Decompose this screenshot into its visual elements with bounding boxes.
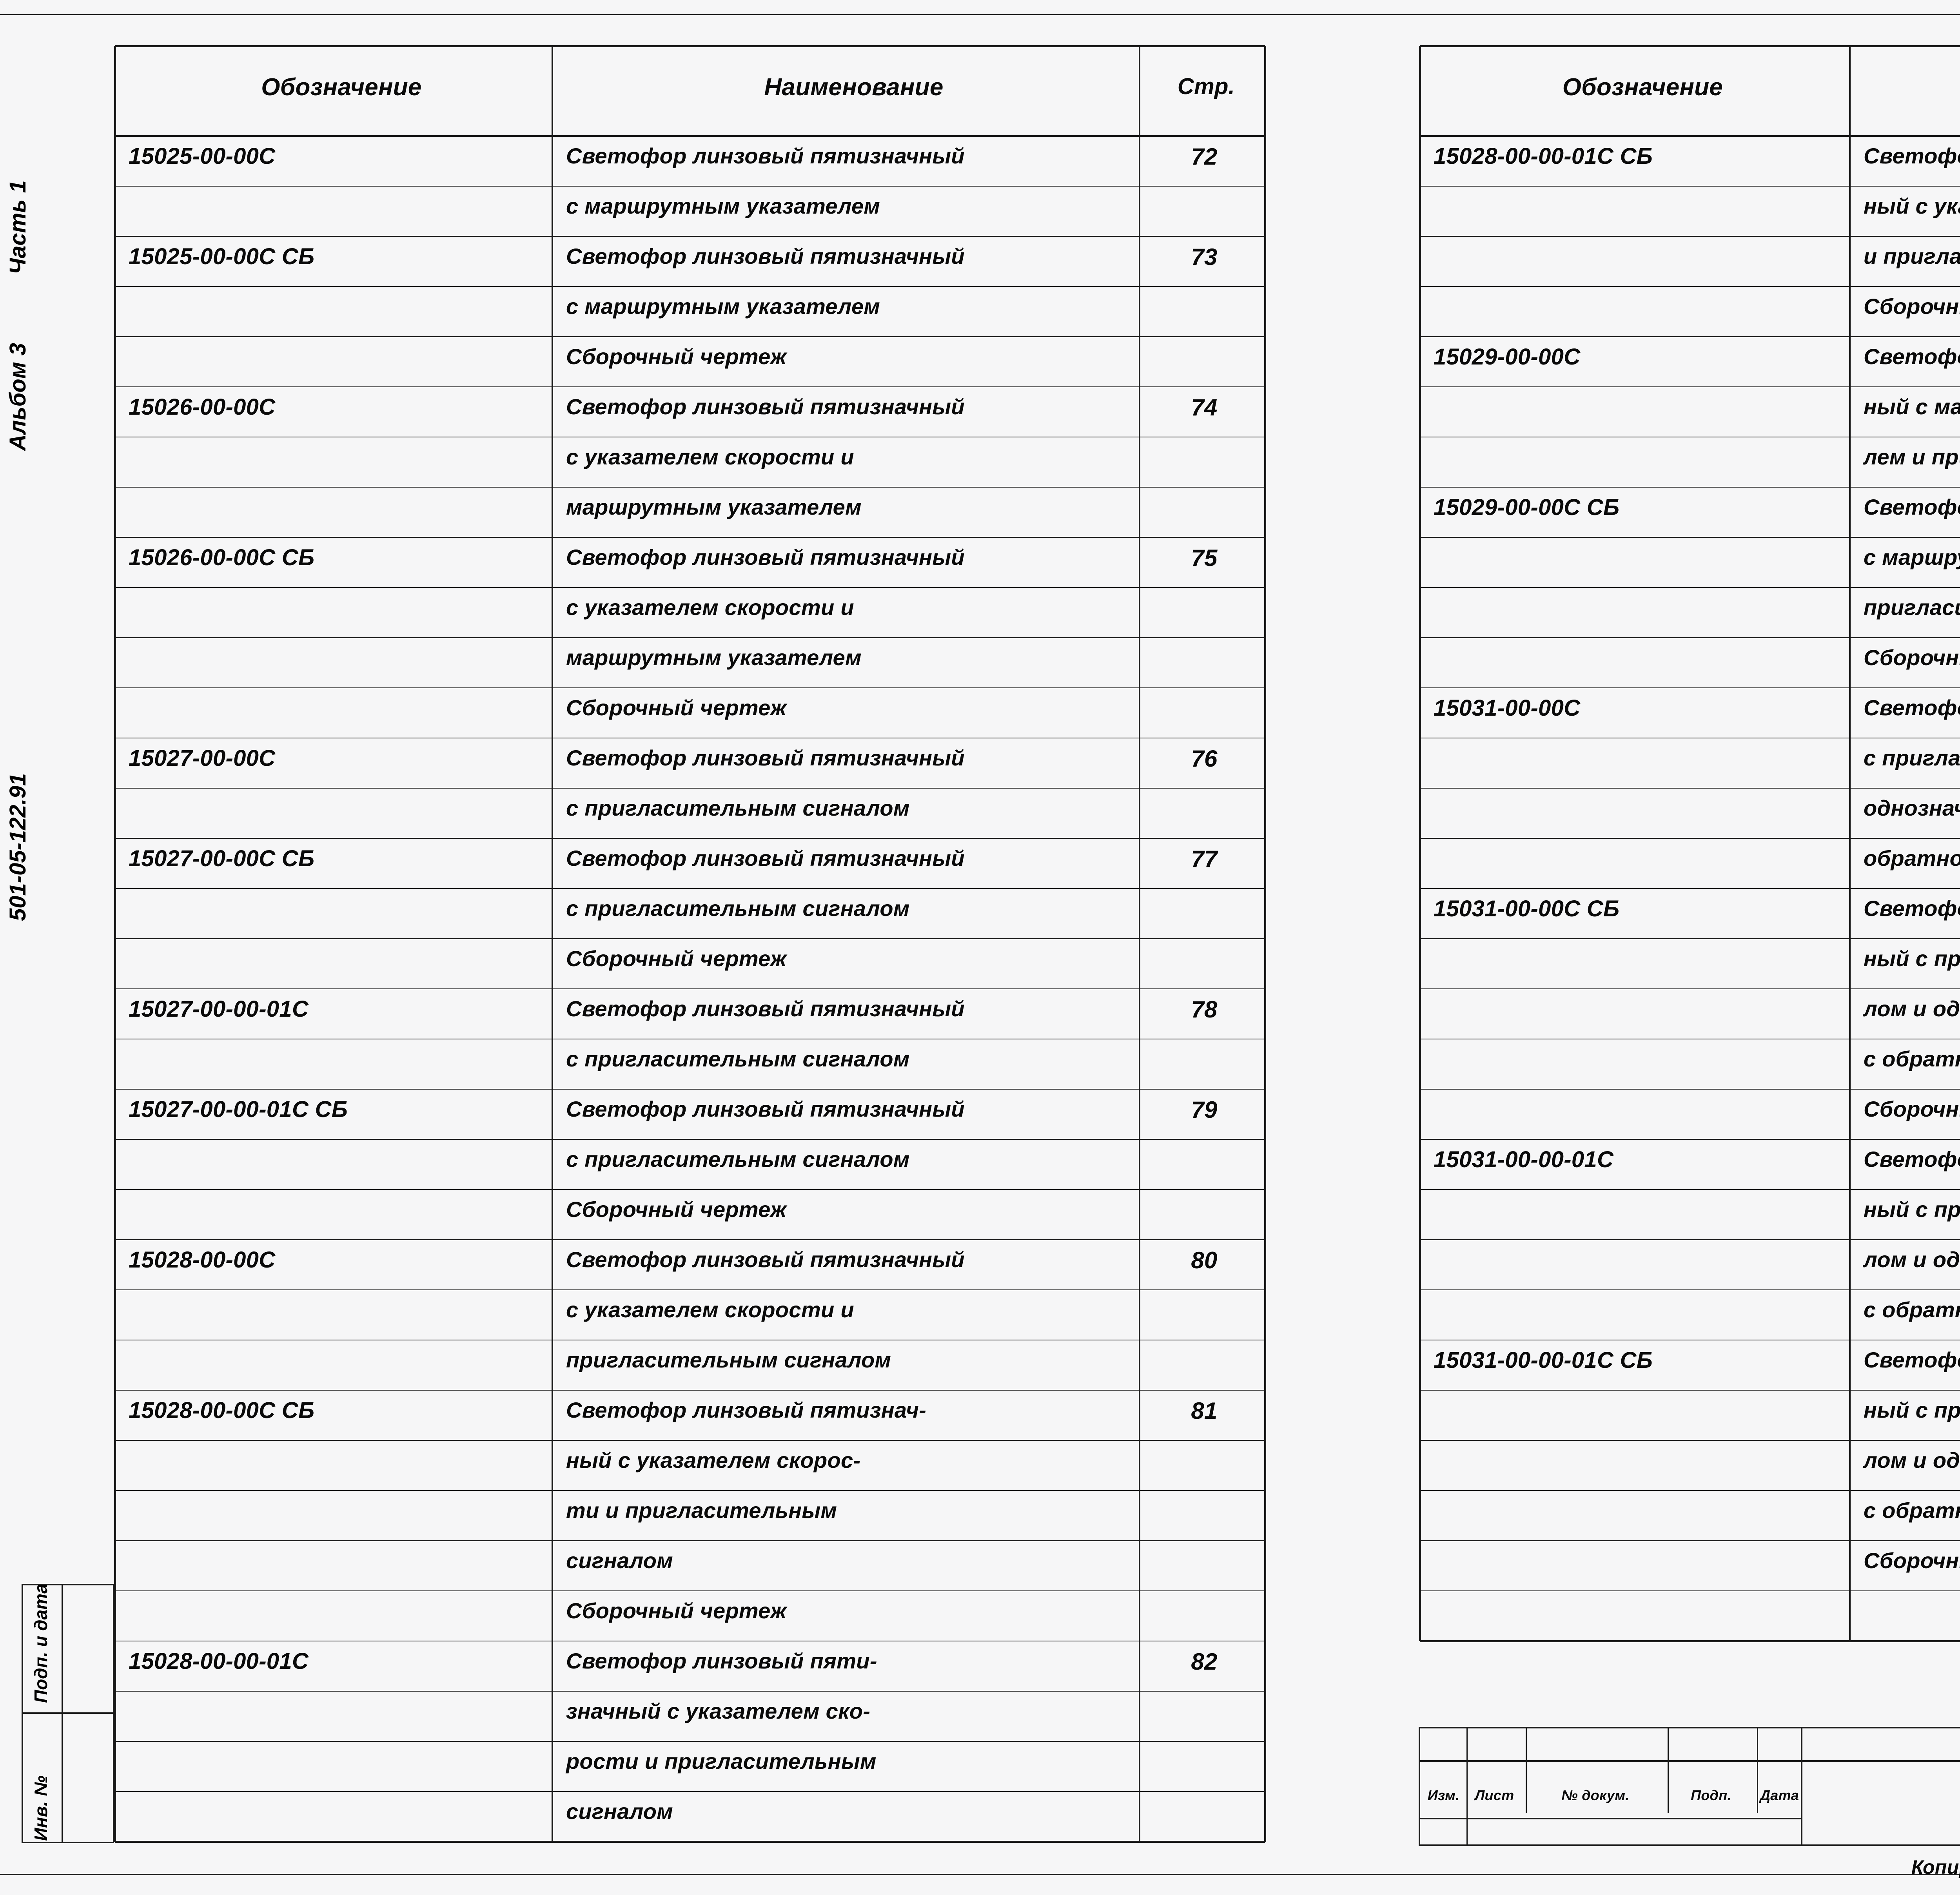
svg-text:Часть 1: Часть 1 (5, 180, 31, 274)
svg-text:Подп. и дата: Подп. и дата (31, 1583, 51, 1703)
svg-text:Инв. №: Инв. № (31, 1775, 51, 1841)
svg-text:Альбом 3: Альбом 3 (5, 343, 31, 452)
svg-text:501-05-122.91: 501-05-122.91 (5, 773, 31, 921)
